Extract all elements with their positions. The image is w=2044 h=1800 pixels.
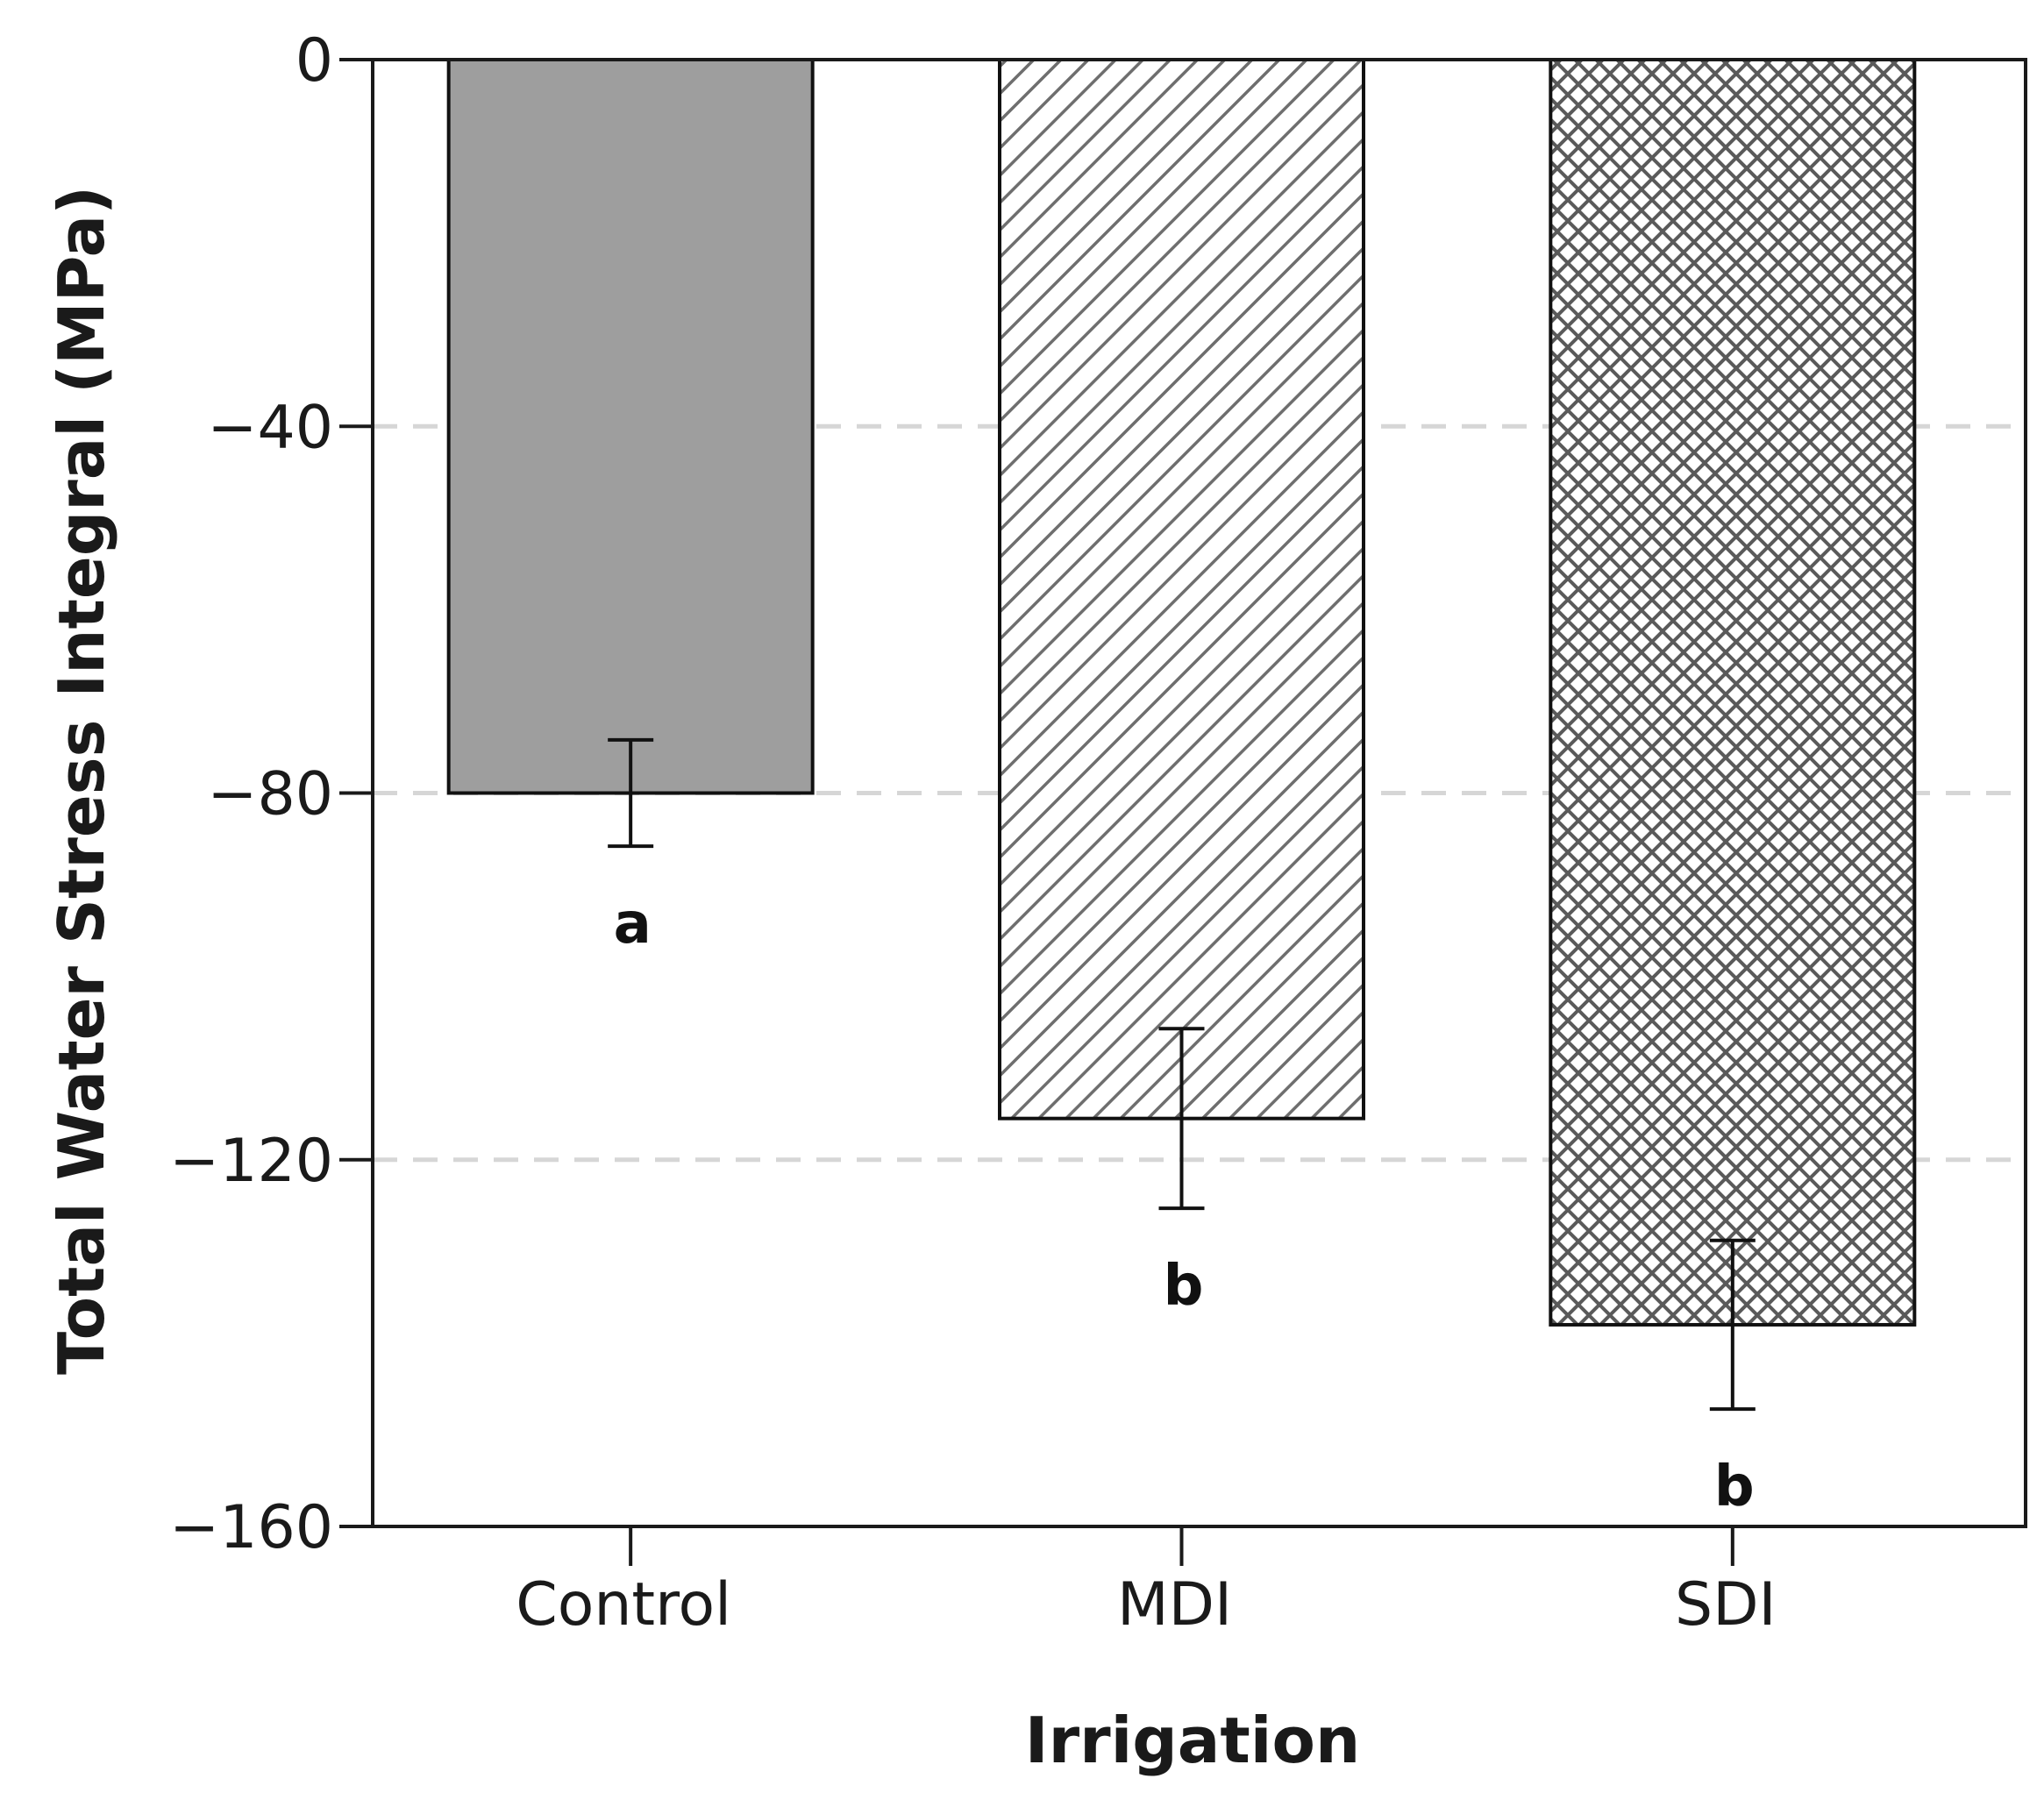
y-tick-label: −120: [169, 1127, 333, 1196]
significance-letter: b: [1164, 1254, 1204, 1319]
significance-letter: b: [1714, 1455, 1755, 1519]
bars: [446, 58, 1917, 1327]
y-tick-label: −160: [169, 1493, 333, 1562]
error-bar-mdi: [1158, 1027, 1205, 1211]
significance-letter: a: [614, 892, 652, 957]
x-axis-title: Irrigation: [1025, 1704, 1360, 1777]
y-axis-title: Total Water Stress Integral (MPa): [45, 186, 118, 1375]
x-tick-label: SDI: [1675, 1570, 1777, 1640]
y-tick-label: −40: [207, 393, 333, 462]
error-bars: [608, 737, 1756, 1412]
error-bar-sdi: [1709, 1238, 1756, 1412]
x-tick-label: MDI: [1117, 1570, 1232, 1640]
y-tick-label: 0: [296, 26, 333, 96]
x-tick-label: Control: [516, 1570, 731, 1640]
bar-mdi: [998, 58, 1365, 1121]
bar-control: [446, 58, 815, 795]
error-bar-control: [608, 737, 654, 849]
y-tick-label: −80: [207, 760, 333, 829]
bar-sdi: [1549, 58, 1917, 1327]
significance-letters: a b b: [614, 892, 1755, 1519]
y-axis: 0 −40 −80 −120 −160: [169, 26, 373, 1562]
x-axis: Control MDI SDI: [516, 1526, 1777, 1640]
